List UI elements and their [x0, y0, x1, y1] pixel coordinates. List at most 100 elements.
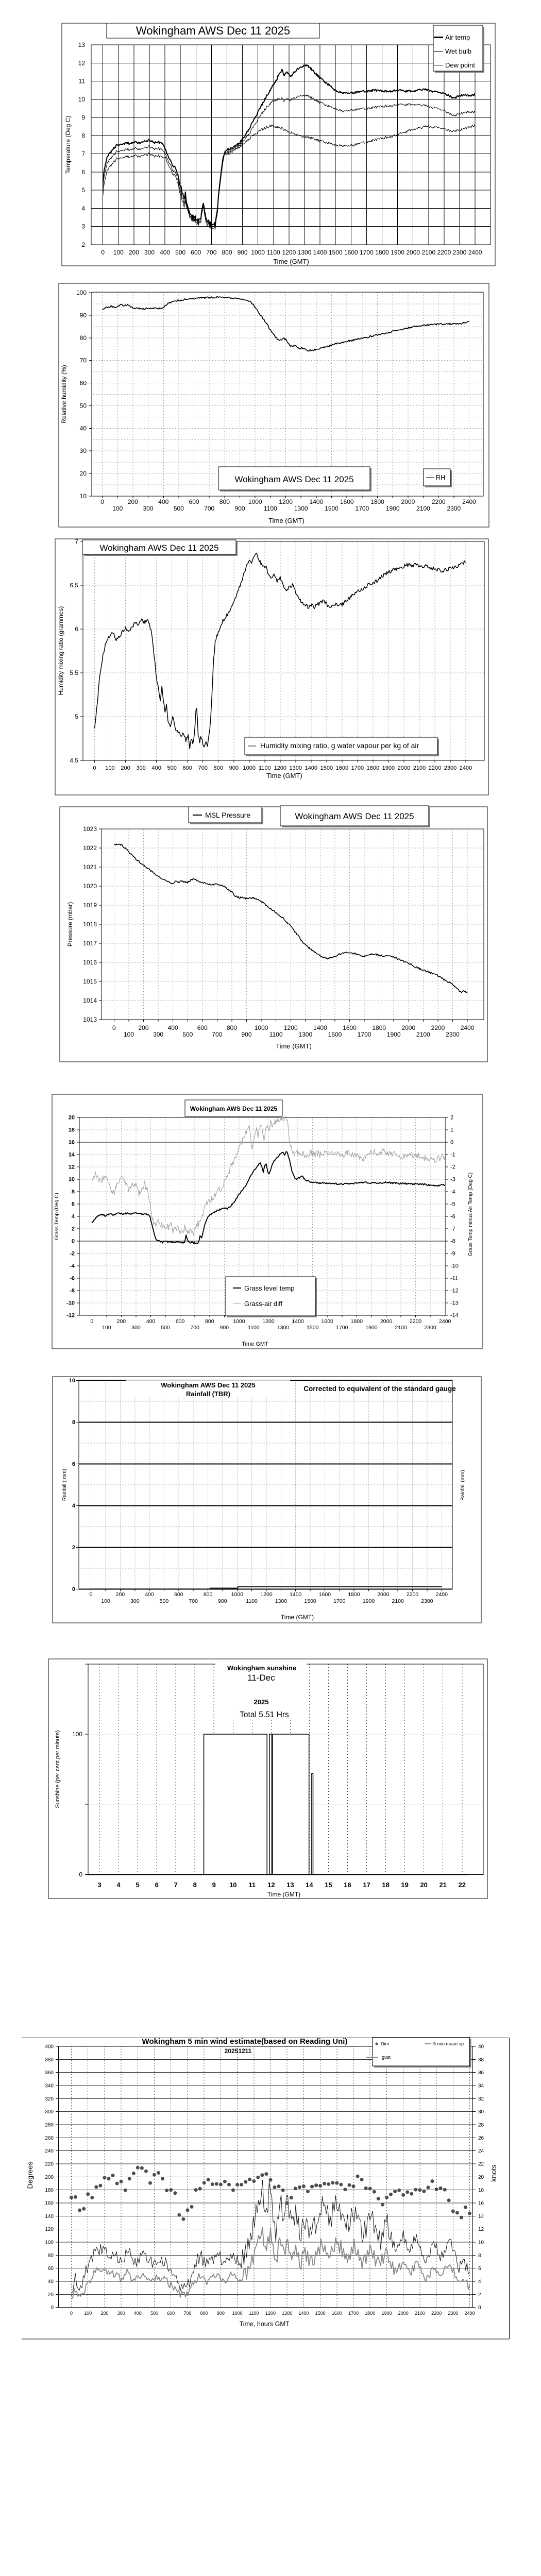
svg-text:6: 6	[478, 2266, 481, 2272]
svg-text:0: 0	[101, 249, 105, 256]
svg-text:200: 200	[128, 498, 138, 505]
svg-text:Humidity mixing ratio (grammes: Humidity mixing ratio (grammes)	[57, 606, 64, 696]
svg-text:1200: 1200	[282, 249, 296, 256]
svg-text:30: 30	[80, 447, 87, 454]
svg-text:700: 700	[198, 765, 208, 771]
svg-text:5 min mean sp: 5 min mean sp	[433, 2041, 464, 2046]
svg-text:1200: 1200	[262, 1318, 275, 1325]
svg-text:400: 400	[134, 2311, 142, 2316]
svg-text:300: 300	[45, 2109, 54, 2115]
svg-text:1200: 1200	[260, 1591, 273, 1598]
svg-text:RH: RH	[436, 474, 445, 481]
svg-text:Time (GMT): Time (GMT)	[276, 1042, 312, 1050]
svg-text:500: 500	[150, 2311, 158, 2316]
svg-text:1: 1	[450, 1127, 453, 1133]
svg-text:2000: 2000	[401, 498, 415, 505]
svg-text:10: 10	[69, 1177, 75, 1183]
svg-text:2400: 2400	[439, 1318, 451, 1325]
svg-text:-14: -14	[450, 1313, 459, 1319]
svg-text:100: 100	[76, 289, 87, 296]
svg-text:Total 5.51 Hrs: Total 5.51 Hrs	[240, 1710, 289, 1719]
svg-text:gust: gust	[382, 2055, 391, 2060]
svg-text:6: 6	[81, 168, 85, 176]
svg-text:1500: 1500	[328, 1031, 342, 1038]
svg-text:1600: 1600	[319, 1591, 331, 1598]
svg-text:1200: 1200	[279, 498, 293, 505]
svg-text:Temperature (Deg C): Temperature (Deg C)	[64, 116, 72, 174]
svg-text:200: 200	[45, 2175, 54, 2180]
svg-text:Wokingham AWS Dec 11 2025: Wokingham AWS Dec 11 2025	[190, 1105, 278, 1112]
svg-text:1800: 1800	[370, 498, 384, 505]
svg-text:2300: 2300	[444, 765, 457, 771]
svg-text:1900: 1900	[386, 505, 400, 512]
svg-text:2200: 2200	[437, 249, 451, 256]
svg-text:700: 700	[204, 505, 214, 512]
svg-text:10: 10	[229, 1881, 236, 1889]
svg-text:700: 700	[190, 1325, 199, 1331]
svg-text:14: 14	[478, 2214, 484, 2219]
svg-text:1400: 1400	[305, 765, 317, 771]
svg-text:Wokingham AWS Dec 11 2025: Wokingham AWS Dec 11 2025	[234, 474, 353, 484]
svg-text:6.5: 6.5	[70, 582, 78, 589]
svg-text:Wokingham sunshine: Wokingham sunshine	[227, 1664, 296, 1672]
svg-text:40: 40	[48, 2279, 54, 2284]
svg-text:22: 22	[478, 2162, 484, 2167]
svg-text:2000: 2000	[398, 765, 410, 771]
svg-text:4: 4	[116, 1881, 121, 1889]
svg-text:1100: 1100	[249, 2311, 259, 2316]
svg-text:5: 5	[75, 713, 78, 720]
svg-text:0: 0	[93, 765, 96, 771]
svg-text:Grass Temp minus Air Temp (Deg: Grass Temp minus Air Temp (Deg C)	[468, 1173, 474, 1256]
svg-text:1900: 1900	[363, 1598, 375, 1604]
svg-text:2400: 2400	[461, 1024, 475, 1031]
svg-text:8: 8	[72, 1419, 75, 1426]
svg-text:280: 280	[45, 2123, 54, 2128]
svg-text:0: 0	[450, 1140, 453, 1146]
svg-text:2: 2	[72, 1545, 75, 1551]
svg-text:100: 100	[113, 249, 124, 256]
svg-text:20: 20	[80, 470, 87, 477]
svg-text:14: 14	[69, 1152, 75, 1158]
svg-text:900: 900	[217, 2311, 225, 2316]
svg-text:200: 200	[117, 1318, 126, 1325]
svg-text:1800: 1800	[367, 765, 379, 771]
svg-text:2100: 2100	[415, 2311, 425, 2316]
svg-text:300: 300	[153, 1031, 163, 1038]
svg-text:7: 7	[81, 150, 85, 158]
svg-text:340: 340	[45, 2083, 54, 2089]
svg-text:Rainfall ( mm): Rainfall ( mm)	[62, 1469, 67, 1501]
svg-text:0: 0	[72, 1239, 75, 1245]
svg-text:2300: 2300	[453, 249, 467, 256]
svg-text:1700: 1700	[356, 505, 369, 512]
svg-text:Corrected to equivalent of the: Corrected to equivalent of the standard …	[303, 1385, 456, 1393]
svg-text:20: 20	[420, 1881, 427, 1889]
svg-text:-5: -5	[450, 1201, 455, 1208]
svg-text:900: 900	[220, 1325, 229, 1331]
svg-text:600: 600	[189, 498, 199, 505]
svg-text:100: 100	[45, 2240, 54, 2245]
svg-text:Humidity mixing ratio, g water: Humidity mixing ratio, g water vapour pe…	[260, 741, 419, 750]
svg-text:1100: 1100	[248, 1325, 260, 1331]
svg-text:12: 12	[478, 2227, 484, 2232]
svg-text:300: 300	[143, 505, 154, 512]
svg-text:22: 22	[459, 1881, 466, 1889]
svg-text:1700: 1700	[348, 2311, 359, 2316]
svg-text:8: 8	[478, 2253, 481, 2259]
svg-text:260: 260	[45, 2136, 54, 2141]
svg-text:2025: 2025	[254, 1698, 269, 1706]
svg-text:-11: -11	[450, 1276, 458, 1282]
svg-text:38: 38	[478, 2057, 484, 2063]
svg-text:2000: 2000	[398, 2311, 409, 2316]
svg-text:10: 10	[80, 493, 87, 500]
svg-text:1016: 1016	[83, 959, 97, 966]
svg-text:1021: 1021	[83, 863, 97, 871]
svg-text:500: 500	[160, 1598, 169, 1604]
svg-text:90: 90	[80, 312, 87, 319]
svg-text:1900: 1900	[391, 249, 404, 256]
svg-text:1800: 1800	[351, 1318, 363, 1325]
svg-text:2: 2	[81, 241, 85, 248]
svg-text:2100: 2100	[421, 249, 435, 256]
svg-text:2400: 2400	[460, 765, 472, 771]
svg-text:-6: -6	[70, 1276, 75, 1282]
svg-text:7: 7	[75, 538, 78, 545]
